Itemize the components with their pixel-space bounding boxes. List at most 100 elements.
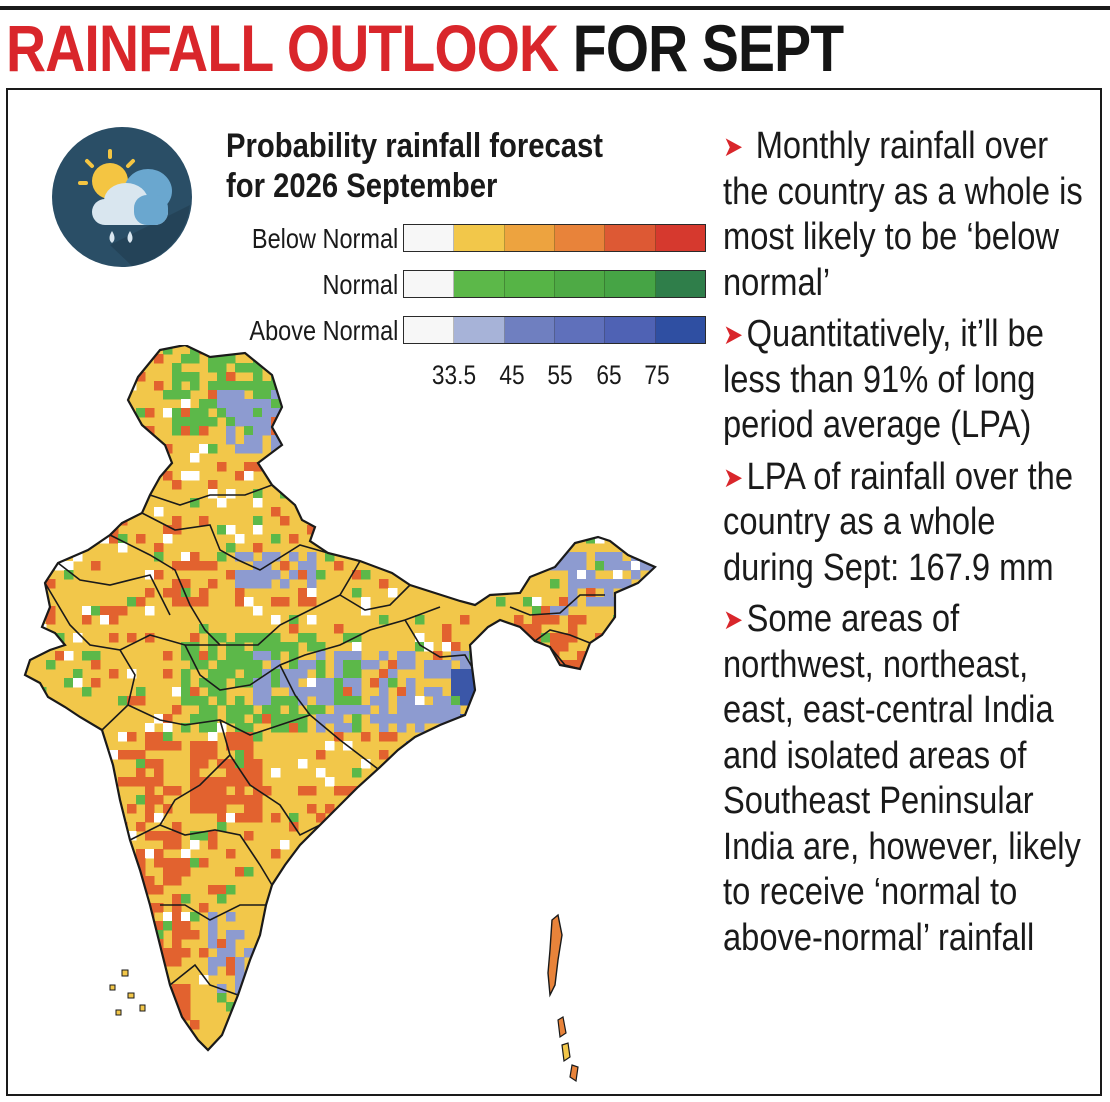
forecast-cell bbox=[181, 354, 191, 364]
forecast-cell bbox=[703, 741, 710, 751]
forecast-cell bbox=[181, 597, 191, 607]
forecast-cell bbox=[271, 552, 281, 562]
forecast-cell bbox=[334, 660, 344, 670]
forecast-cell bbox=[25, 894, 29, 904]
forecast-cell bbox=[217, 525, 227, 535]
forecast-cell bbox=[235, 633, 245, 643]
forecast-cell bbox=[199, 858, 209, 868]
forecast-cell bbox=[667, 588, 677, 598]
forecast-cell bbox=[127, 1038, 137, 1048]
legend-color-cell bbox=[504, 317, 555, 343]
forecast-cell bbox=[253, 516, 263, 526]
forecast-cell bbox=[451, 570, 461, 580]
legend-bar-above-normal bbox=[403, 316, 706, 344]
forecast-cell bbox=[262, 399, 272, 409]
forecast-cell bbox=[118, 498, 128, 508]
forecast-cell bbox=[550, 372, 560, 382]
forecast-cell bbox=[235, 444, 245, 454]
forecast-cell bbox=[343, 867, 353, 877]
forecast-cell bbox=[505, 912, 515, 922]
forecast-cell bbox=[622, 651, 632, 661]
forecast-cell bbox=[235, 660, 245, 670]
forecast-cell bbox=[235, 696, 245, 706]
forecast-cell bbox=[172, 921, 182, 931]
forecast-cell bbox=[271, 768, 281, 778]
forecast-cell bbox=[25, 444, 29, 454]
forecast-cell bbox=[136, 534, 146, 544]
forecast-cell bbox=[379, 552, 389, 562]
forecast-cell bbox=[622, 741, 632, 751]
raindrops-icon bbox=[109, 231, 133, 243]
forecast-cell bbox=[145, 939, 155, 949]
forecast-cell bbox=[568, 741, 578, 751]
forecast-cell bbox=[199, 786, 209, 796]
forecast-cell bbox=[334, 1020, 344, 1030]
forecast-cell bbox=[28, 795, 38, 805]
forecast-cell bbox=[388, 714, 398, 724]
forecast-cell bbox=[514, 660, 524, 670]
forecast-cell bbox=[388, 669, 398, 679]
forecast-cell bbox=[190, 453, 200, 463]
forecast-cell bbox=[550, 462, 560, 472]
forecast-cell bbox=[415, 435, 425, 445]
forecast-cell bbox=[46, 660, 56, 670]
forecast-cell bbox=[46, 750, 56, 760]
forecast-cell bbox=[352, 714, 362, 724]
forecast-cell bbox=[154, 921, 164, 931]
forecast-cell bbox=[217, 498, 227, 508]
forecast-cell bbox=[145, 588, 155, 598]
forecast-cell bbox=[208, 741, 218, 751]
forecast-cell bbox=[379, 696, 389, 706]
forecast-cell bbox=[235, 813, 245, 823]
forecast-cell bbox=[478, 642, 488, 652]
forecast-cell bbox=[289, 705, 299, 715]
forecast-cell bbox=[487, 516, 497, 526]
forecast-cell bbox=[280, 516, 290, 526]
forecast-cell bbox=[298, 957, 308, 967]
forecast-cell bbox=[136, 975, 146, 985]
forecast-cell bbox=[586, 1020, 596, 1030]
forecast-cell bbox=[298, 687, 308, 697]
forecast-cell bbox=[703, 570, 710, 580]
forecast-cell bbox=[478, 1002, 488, 1012]
forecast-cell bbox=[667, 543, 677, 553]
forecast-cell bbox=[487, 1074, 497, 1084]
forecast-cell bbox=[550, 534, 560, 544]
forecast-cell bbox=[154, 354, 164, 364]
forecast-cell bbox=[73, 759, 83, 769]
forecast-cell bbox=[109, 516, 119, 526]
forecast-cell bbox=[361, 759, 371, 769]
forecast-cell bbox=[640, 444, 650, 454]
legend-label-above-normal: Above Normal bbox=[248, 315, 398, 346]
forecast-cell bbox=[190, 642, 200, 652]
forecast-cell bbox=[154, 885, 164, 895]
forecast-cell bbox=[262, 975, 272, 985]
forecast-cell bbox=[253, 408, 263, 418]
forecast-cell bbox=[631, 750, 641, 760]
forecast-cell bbox=[226, 741, 236, 751]
forecast-cell bbox=[442, 714, 452, 724]
forecast-cell bbox=[280, 957, 290, 967]
forecast-cell bbox=[352, 633, 362, 643]
forecast-cell bbox=[523, 624, 533, 634]
forecast-cell bbox=[640, 354, 650, 364]
forecast-cell bbox=[298, 471, 308, 481]
forecast-cell bbox=[595, 417, 605, 427]
forecast-cell bbox=[253, 732, 263, 742]
forecast-cell bbox=[568, 417, 578, 427]
forecast-cell bbox=[136, 966, 146, 976]
forecast-cell bbox=[172, 741, 182, 751]
forecast-cell bbox=[226, 939, 236, 949]
forecast-cell bbox=[280, 579, 290, 589]
forecast-cell bbox=[217, 399, 227, 409]
forecast-cell bbox=[172, 894, 182, 904]
forecast-cell bbox=[217, 696, 227, 706]
forecast-cell bbox=[370, 678, 380, 688]
forecast-cell bbox=[370, 948, 380, 958]
forecast-cell bbox=[424, 741, 434, 751]
forecast-cell bbox=[406, 489, 416, 499]
forecast-cell bbox=[262, 687, 272, 697]
forecast-cell bbox=[352, 363, 362, 373]
arrow-icon: ➤ bbox=[723, 461, 744, 493]
forecast-cell bbox=[469, 993, 479, 1003]
